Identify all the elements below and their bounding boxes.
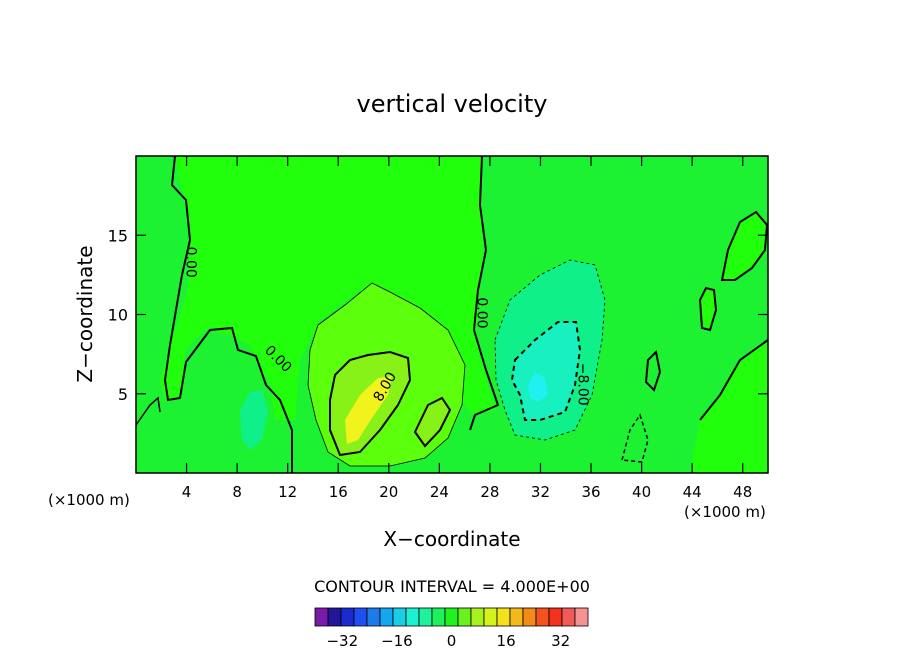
field-pos-side (415, 398, 450, 446)
zero-contour-left (163, 155, 293, 473)
colorbar-swatch (314, 607, 329, 627)
x-tick-label: 44 (683, 483, 702, 501)
y-axis-label: Z−coordinate (73, 245, 97, 382)
x-tick-label: 20 (379, 483, 398, 501)
colorbar-swatch (483, 607, 498, 627)
pos-contour-side (413, 396, 452, 448)
colorbar-swatch (522, 607, 537, 627)
x-tick-label: 8 (232, 483, 242, 501)
contour-interval-text: CONTOUR INTERVAL = 4.000E+00 (314, 577, 590, 596)
field-right-blob-2 (700, 288, 716, 330)
zero-contour-mid (469, 155, 500, 431)
chart-title: vertical velocity (357, 90, 548, 118)
colorbar-swatch (509, 607, 524, 627)
zero-contour-far-left (135, 396, 161, 426)
colorbar-swatch (561, 607, 576, 627)
zero-contour-right-2 (698, 286, 718, 332)
field-left-neg (240, 390, 268, 450)
x-tick-label: 16 (329, 483, 348, 501)
contour-label: 0.00 (473, 297, 489, 328)
colorbar-swatch (444, 607, 459, 627)
colorbar-swatch (327, 607, 342, 627)
colorbar-swatch (535, 607, 550, 627)
colorbar-swatch (353, 607, 368, 627)
zero-contour-right-3 (644, 349, 662, 392)
y-tick-label: 15 (108, 226, 128, 245)
x-unit-left: (×1000 m) (48, 491, 130, 509)
x-axis: 4 8 12 16 20 24 28 32 36 40 44 48 (182, 156, 752, 501)
colorbar-swatch (405, 607, 420, 627)
x-tick-label: 12 (278, 483, 297, 501)
field-zero-upper (160, 156, 496, 420)
colorbar-swatch (548, 607, 563, 627)
colorbar-swatch (470, 607, 485, 627)
colorbar-swatch (457, 607, 472, 627)
colorbar-swatch (496, 607, 511, 627)
colorbar-tick-label: −32 (326, 632, 358, 650)
field-neg-12 (528, 372, 548, 402)
field-right-blob-1 (722, 212, 767, 280)
x-tick-label: 48 (733, 483, 752, 501)
field-pos-12 (345, 376, 392, 444)
colorbar-tick-label: −16 (381, 632, 413, 650)
x-tick-label: 24 (430, 483, 449, 501)
colorbar: −32 −16 0 16 32 (314, 607, 589, 650)
colorbar-tick-label: 32 (551, 632, 570, 650)
field-right-low (690, 340, 768, 473)
x-tick-label: 32 (531, 483, 550, 501)
x-tick-label: 36 (581, 483, 600, 501)
y-axis: 5 10 15 (108, 226, 768, 404)
colorbar-swatch (340, 607, 355, 627)
x-unit-right: (×1000 m) (684, 503, 766, 521)
neg-contour-right (621, 413, 649, 463)
colorbar-swatch (379, 607, 394, 627)
colorbar-swatch (574, 607, 589, 627)
pos-contour-8 (329, 350, 412, 457)
y-tick-label: 5 (118, 385, 128, 404)
contour-label: 0.00 (183, 247, 199, 278)
neg-contour-8 (510, 321, 582, 421)
x-axis-label: X−coordinate (383, 527, 520, 551)
colorbar-swatch (418, 607, 433, 627)
colorbar-swatch (431, 607, 446, 627)
contour-label: −8.00 (574, 363, 590, 406)
zero-contour-right-low (699, 339, 769, 421)
pos-contour-4 (307, 282, 466, 467)
x-tick-label: 28 (480, 483, 499, 501)
colorbar-tick-label: 16 (497, 632, 516, 650)
y-tick-label: 10 (108, 306, 128, 325)
colorbar-swatch (392, 607, 407, 627)
zero-contour-right-1 (720, 210, 769, 281)
x-tick-label: 40 (632, 483, 651, 501)
colorbar-tick-label: 0 (447, 632, 457, 650)
colorbar-swatch (366, 607, 381, 627)
contour-lines (135, 155, 769, 473)
neg-contour-4 (494, 259, 606, 441)
contour-field (136, 156, 768, 473)
x-tick-label: 4 (182, 483, 192, 501)
